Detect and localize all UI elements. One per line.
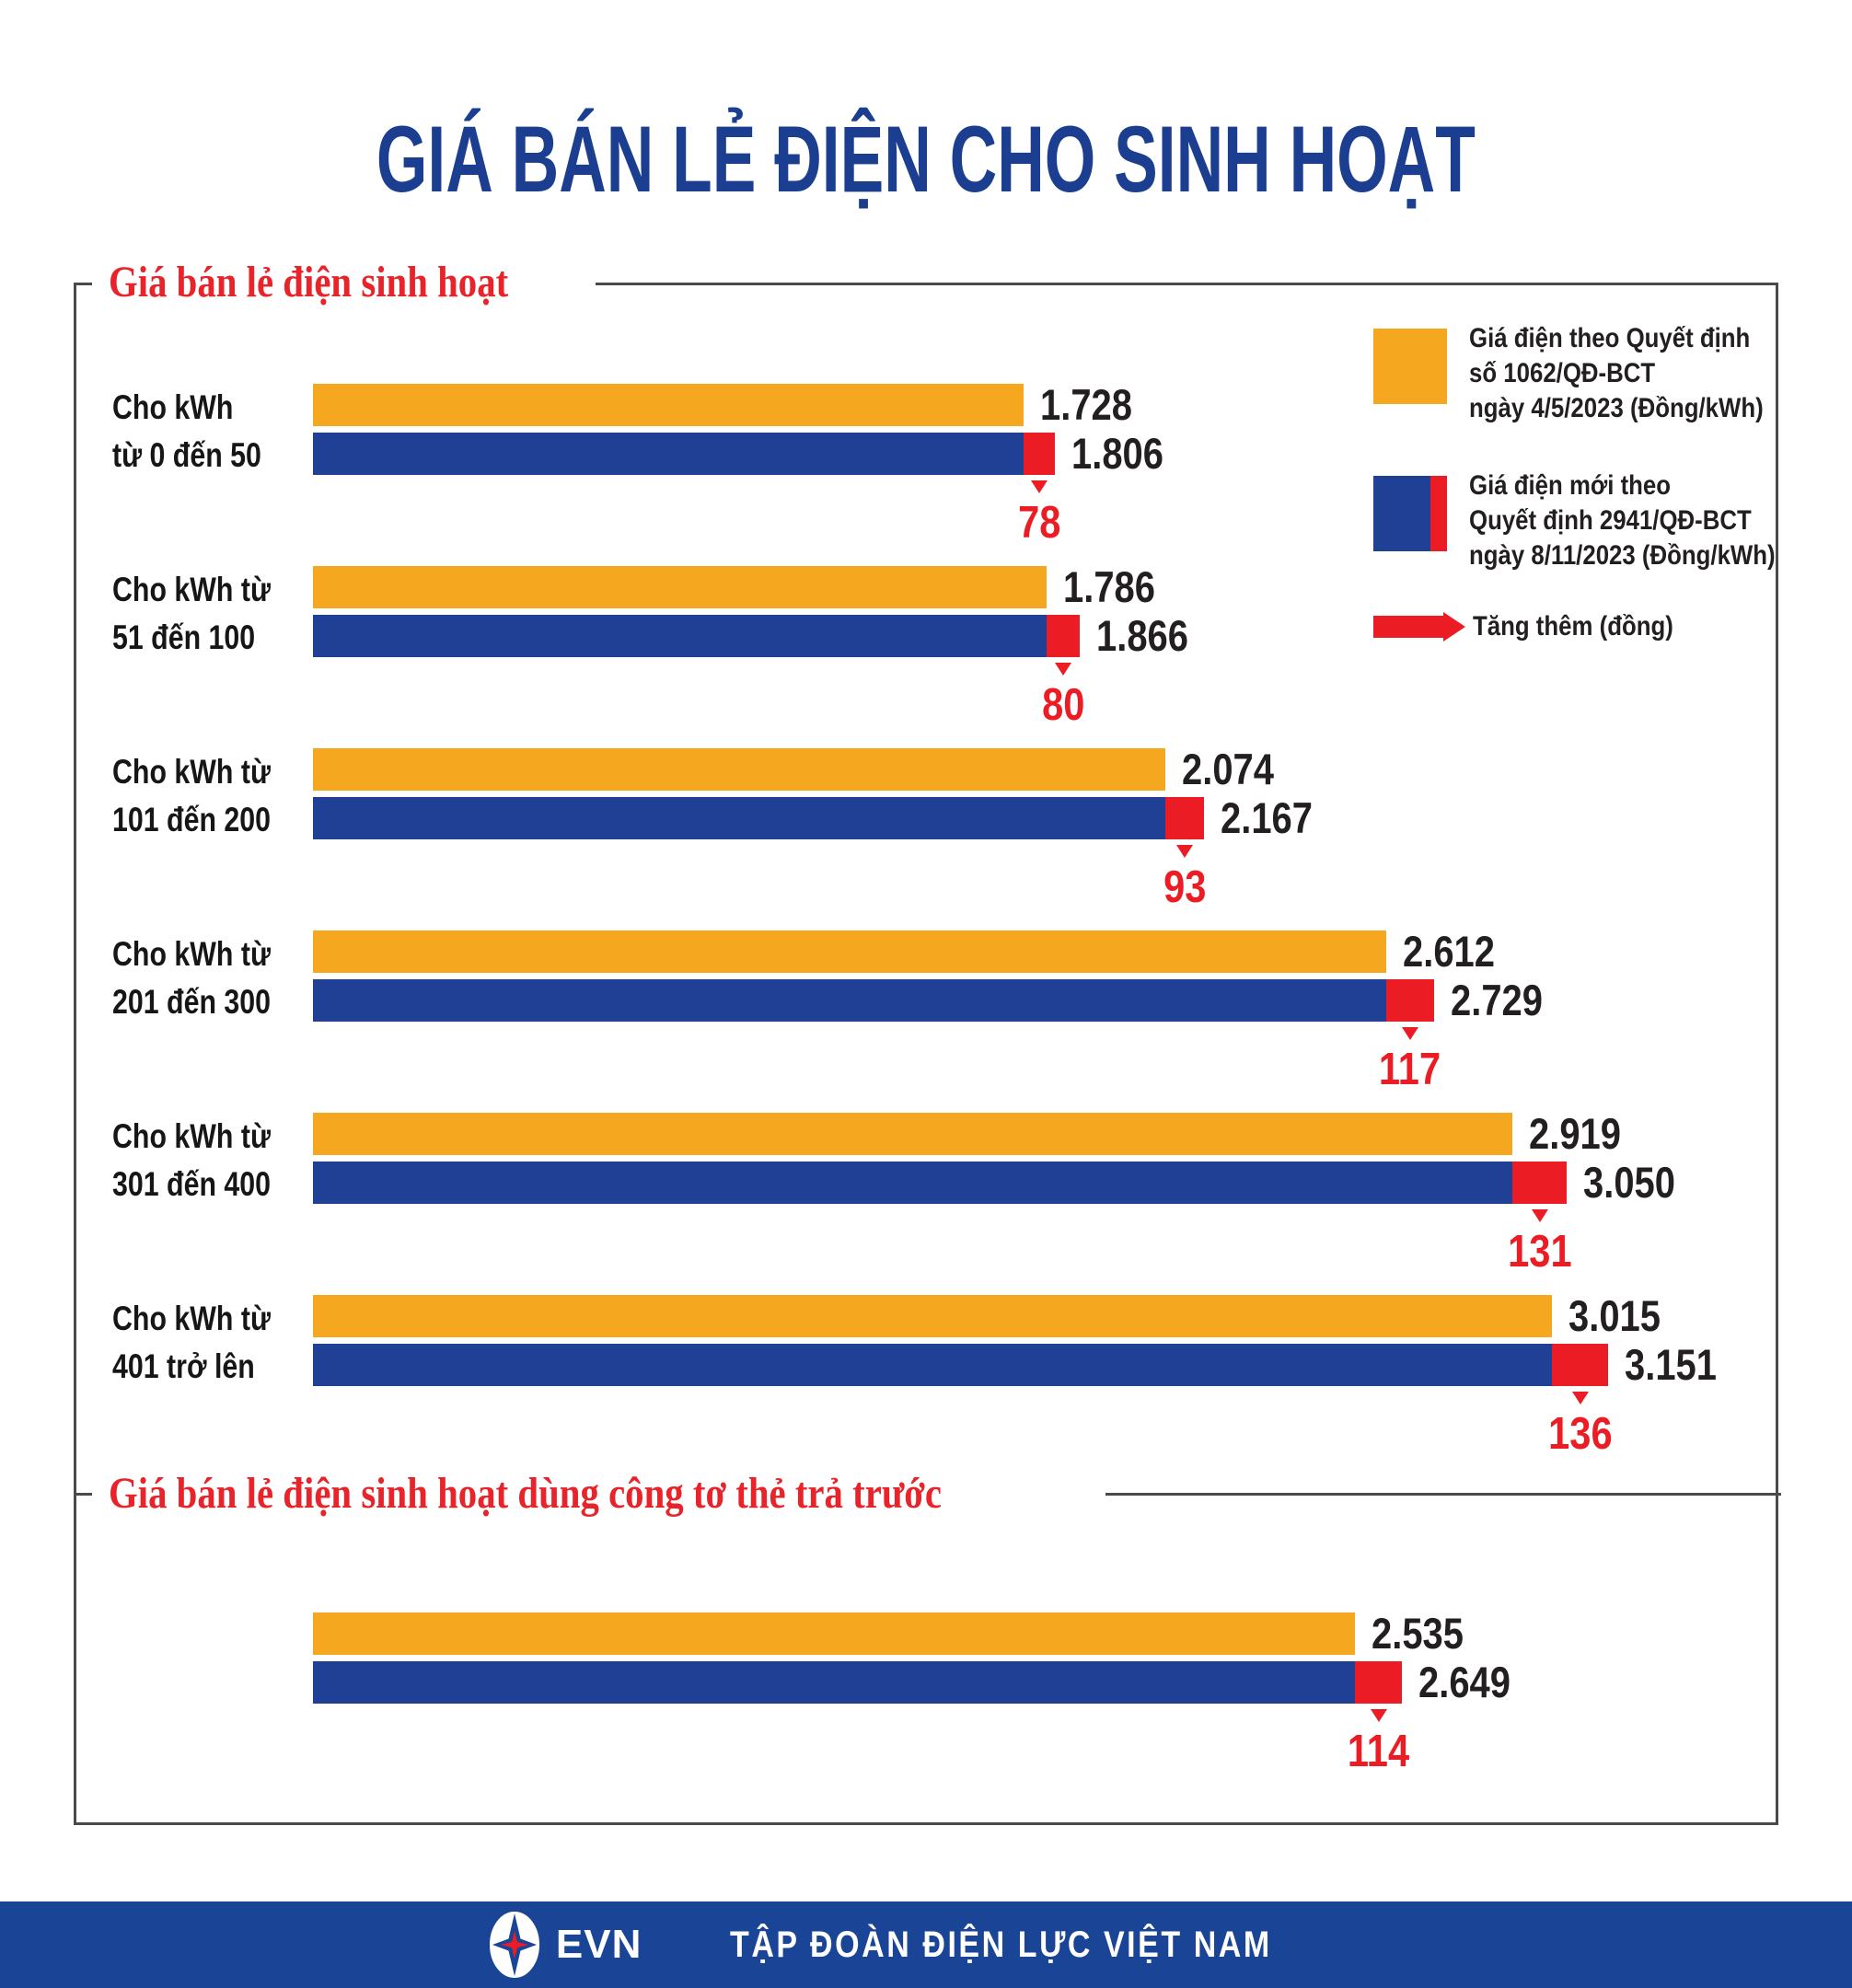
increase-value: 136 (1548, 1409, 1613, 1459)
increase-segment (1355, 1661, 1402, 1704)
new-price-value: 1.806 (1071, 429, 1163, 478)
new-price-value: 3.050 (1583, 1158, 1675, 1207)
section1-heading: Giá bán lẻ điện sinh hoạt (92, 259, 596, 306)
legend-swatch-new-price-increase (1430, 476, 1447, 551)
increase-value: 93 (1163, 862, 1207, 912)
new-price-value: 3.151 (1625, 1340, 1717, 1389)
tier-label: Cho kWh từ 301 đến 400 (112, 1117, 272, 1203)
increase-value: 78 (1017, 498, 1061, 548)
increase-segment (1512, 1162, 1567, 1204)
increase-value: 131 (1508, 1227, 1572, 1277)
tier-label: Cho kWh từ 101 đến 200 (112, 753, 272, 838)
tier-label: Cho kWh từ 401 trở lên (112, 1300, 271, 1385)
evn-logo-icon (485, 1908, 543, 1982)
new-price-bar (313, 615, 1047, 657)
old-price-bar (313, 1612, 1355, 1655)
old-price-bar (313, 930, 1386, 973)
legend-increase-arrow-icon (1443, 612, 1465, 641)
page-title: GIÁ BÁN LẺ ĐIỆN CHO SINH HOẠT (0, 105, 1852, 214)
increase-arrow-icon (1572, 1392, 1589, 1404)
evn-logo-text: EVN (555, 1922, 642, 1967)
increase-segment (1386, 979, 1434, 1022)
footer-bar: EVN TẬP ĐOÀN ĐIỆN LỰC VIỆT NAM (0, 1901, 1852, 1988)
old-price-value: 2.919 (1529, 1109, 1621, 1158)
increase-value: 114 (1348, 1727, 1410, 1776)
increase-arrow-icon (1176, 845, 1193, 858)
tier-label: Cho kWh từ 51 đến 100 (112, 571, 271, 656)
section2-heading: Giá bán lẻ điện sinh hoạt dùng công tơ t… (92, 1470, 1105, 1518)
increase-segment (1552, 1344, 1608, 1386)
old-price-bar (313, 566, 1047, 608)
increase-arrow-icon (1055, 663, 1071, 676)
increase-segment (1047, 615, 1080, 657)
new-price-value: 1.866 (1096, 611, 1188, 660)
page-title-text: GIÁ BÁN LẺ ĐIỆN CHO SINH HOẠT (376, 107, 1476, 213)
legend-swatch-new-price (1373, 476, 1430, 551)
increase-segment (1165, 797, 1204, 839)
old-price-bar (313, 1295, 1552, 1337)
legend-swatch-increase (1373, 616, 1443, 638)
new-price-bar (313, 1661, 1355, 1704)
increase-arrow-icon (1371, 1709, 1387, 1722)
increase-arrow-icon (1532, 1209, 1548, 1222)
new-price-value: 2.729 (1451, 976, 1543, 1024)
legend-swatch-old-price (1373, 329, 1447, 404)
old-price-value: 2.612 (1403, 927, 1495, 976)
tier-label: Cho kWh từ 201 đến 300 (112, 935, 272, 1021)
new-price-value: 2.649 (1418, 1658, 1511, 1706)
old-price-value: 2.535 (1372, 1609, 1464, 1658)
new-price-value: 2.167 (1221, 793, 1313, 842)
old-price-value: 2.074 (1182, 745, 1274, 793)
new-price-bar (313, 1162, 1512, 1204)
legend-label-new-price: Giá điện mới theo Quyết định 2941/QĐ-BCT… (1469, 470, 1776, 571)
chart-box (74, 283, 1778, 1825)
increase-arrow-icon (1031, 480, 1048, 493)
footer-company-name: TẬP ĐOÀN ĐIỆN LỰC VIỆT NAM (730, 1924, 1273, 1965)
increase-value: 80 (1041, 680, 1085, 730)
increase-arrow-icon (1402, 1027, 1418, 1040)
old-price-bar (313, 1113, 1512, 1155)
old-price-bar (313, 384, 1024, 426)
increase-value: 117 (1379, 1045, 1441, 1094)
old-price-bar (313, 748, 1165, 791)
new-price-bar (313, 1344, 1552, 1386)
old-price-value: 1.728 (1040, 380, 1132, 429)
old-price-value: 1.786 (1063, 562, 1155, 611)
legend-label-increase: Tăng thêm (đồng) (1473, 611, 1673, 641)
new-price-bar (313, 433, 1024, 475)
legend-label-old-price: Giá điện theo Quyết định số 1062/QĐ-BCT … (1469, 323, 1764, 423)
increase-segment (1024, 433, 1055, 475)
tier-label: Cho kWh từ 0 đến 50 (112, 388, 261, 474)
old-price-value: 3.015 (1568, 1291, 1661, 1340)
new-price-bar (313, 797, 1165, 839)
new-price-bar (313, 979, 1386, 1022)
